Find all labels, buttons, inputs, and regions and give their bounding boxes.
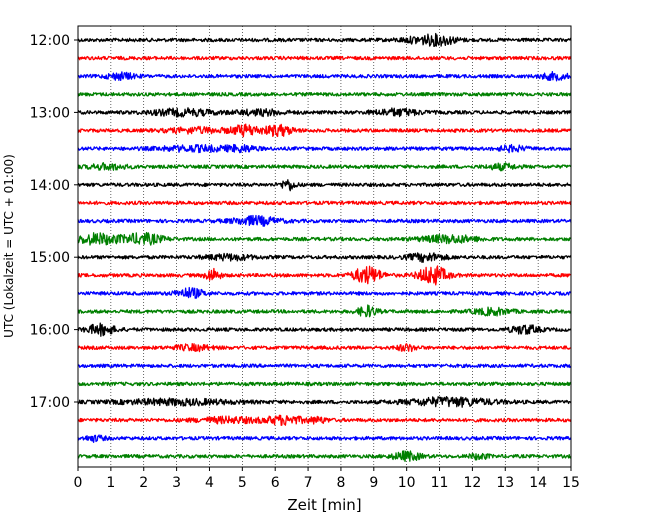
y-tick-label: 16:00 (30, 323, 70, 339)
x-tick-label: 8 (336, 475, 345, 491)
y-tick-label: 14:00 (30, 178, 70, 194)
x-tick-label: 7 (304, 475, 313, 491)
seismogram-trace-line (77, 143, 572, 154)
seismogram-trace-line (77, 322, 572, 337)
seismogram-trace-line (77, 265, 572, 286)
x-tick-label: 14 (529, 475, 547, 491)
x-tick-label: 11 (431, 475, 449, 491)
seismogram-trace-line (77, 434, 572, 443)
seismogram-trace-line (77, 395, 572, 408)
seismogram-trace-line (77, 231, 572, 246)
x-tick-label: 13 (496, 475, 514, 491)
seismogram-trace-line (77, 381, 572, 387)
plot-frame (77, 25, 572, 468)
x-tick-label: 6 (271, 475, 280, 491)
x-tick-label: 2 (139, 475, 148, 491)
seismogram-trace-line (77, 70, 572, 82)
seismogram-trace-line (77, 162, 572, 172)
seismogram-trace-line (77, 450, 572, 463)
x-tick-label: 12 (463, 475, 481, 491)
x-tick-label: 15 (562, 475, 580, 491)
seismogram-trace-line (77, 343, 572, 353)
y-tick-label: 12:00 (30, 33, 70, 49)
seismogram-traces (77, 32, 572, 463)
seismogram-trace-line (77, 123, 572, 138)
seismogram-trace-line (77, 107, 572, 118)
seismogram-trace-line (77, 252, 572, 263)
x-tick-label: 0 (74, 475, 83, 491)
x-axis-label: Zeit [min] (287, 496, 361, 514)
seismogram-trace-line (77, 32, 572, 48)
seismogram-trace-line (77, 304, 572, 318)
x-tick-label: 3 (172, 475, 181, 491)
y-tick-label: 13:00 (30, 105, 70, 121)
y-axis-label: UTC (Lokalzeit = UTC + 01:00) (2, 154, 16, 338)
seismogram-trace-line (77, 214, 572, 227)
y-tick-label: 15:00 (30, 250, 70, 266)
y-tick-label: 17:00 (30, 395, 70, 411)
seismogram-trace-line (77, 179, 572, 192)
x-tick-label: 9 (369, 475, 378, 491)
y-axis-ticks: 12:00 13:00 14:00 15:00 16:00 17:00 (30, 33, 78, 411)
seismogram-trace-line (77, 55, 572, 61)
x-tick-label: 1 (106, 475, 115, 491)
seismogram-trace-line (77, 286, 572, 299)
x-tick-label: 10 (398, 475, 416, 491)
seismogram-trace-line (77, 414, 572, 426)
x-axis-ticks: 0 1 2 3 4 5 6 7 8 9 10 11 12 13 14 15 (74, 467, 580, 491)
x-tick-label: 5 (238, 475, 247, 491)
seismogram-trace-line (77, 91, 572, 97)
x-tick-label: 4 (205, 475, 214, 491)
seismogram-trace-line (77, 363, 572, 369)
seismogram-trace-line (77, 200, 572, 206)
